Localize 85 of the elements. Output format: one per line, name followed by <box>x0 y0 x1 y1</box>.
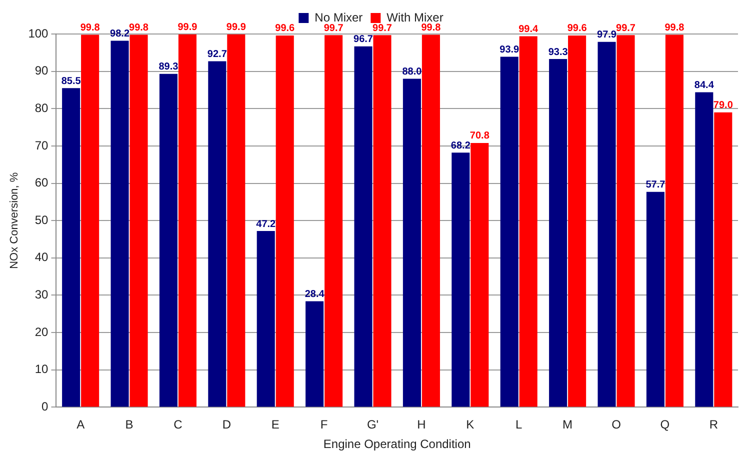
legend-label: With Mixer <box>386 10 444 24</box>
x-tick-label: L <box>516 418 523 432</box>
data-label: 99.7 <box>372 22 392 34</box>
data-label: 88.0 <box>402 66 422 78</box>
x-tick-label: H <box>417 418 426 432</box>
data-label: 57.7 <box>646 180 666 191</box>
data-label: 99.7 <box>616 22 636 34</box>
x-tick-label: A <box>76 418 85 432</box>
x-tick-label: F <box>320 418 328 432</box>
data-label: 96.7 <box>354 34 374 46</box>
x-tick-label: G' <box>366 418 379 432</box>
y-axis-title: NOx Conversion, % <box>8 172 21 269</box>
data-label: 92.7 <box>207 48 228 60</box>
data-label: 99.8 <box>129 22 149 34</box>
data-label: 99.7 <box>324 22 344 34</box>
bar <box>81 34 100 407</box>
data-label: 99.8 <box>80 22 100 34</box>
bar <box>276 35 294 407</box>
y-tick-label: 10 <box>34 362 49 376</box>
data-label: 28.4 <box>304 288 325 300</box>
x-tick-label: K <box>466 418 474 432</box>
x-tick-label: E <box>271 418 280 432</box>
y-tick-label: 0 <box>42 400 49 414</box>
bar <box>500 56 518 407</box>
x-tick-label: M <box>562 418 573 432</box>
data-label: 93.3 <box>548 46 568 58</box>
x-tick-label: R <box>709 418 718 432</box>
y-tick-label: 100 <box>28 26 49 40</box>
bar <box>324 35 343 407</box>
x-tick-label: D <box>222 418 232 432</box>
data-label: 68.2 <box>450 140 471 152</box>
data-label: 99.6 <box>567 23 588 34</box>
bar <box>402 78 421 407</box>
data-label: 84.4 <box>694 80 714 91</box>
data-label: 89.3 <box>158 62 179 73</box>
x-tick-label: Q <box>660 418 670 432</box>
y-tick-label: 20 <box>34 324 49 339</box>
legend-label: No Mixer <box>314 10 363 24</box>
data-label: 99.8 <box>664 22 685 34</box>
data-label: 99.8 <box>421 22 442 34</box>
x-tick-label: B <box>125 418 134 432</box>
y-tick-label: 30 <box>34 288 49 302</box>
data-label: 97.9 <box>597 30 617 41</box>
x-tick-label: C <box>174 418 183 432</box>
data-label: 85.5 <box>61 76 82 87</box>
bar <box>470 142 489 407</box>
bar <box>665 34 684 407</box>
bar <box>208 61 226 407</box>
x-axis-title: Engine Operating Condition <box>323 437 471 452</box>
data-label: 99.6 <box>275 23 296 34</box>
bar <box>256 231 275 407</box>
y-tick-label: 70 <box>34 138 49 152</box>
bar <box>178 34 196 407</box>
bar <box>616 35 635 407</box>
data-label: 99.4 <box>518 24 539 35</box>
bar <box>714 112 732 407</box>
bar <box>159 74 178 407</box>
data-label: 98.2 <box>110 28 130 40</box>
bar <box>110 40 129 407</box>
bar <box>646 192 664 407</box>
data-label: 79.0 <box>713 100 734 112</box>
data-label: 99.9 <box>226 22 246 34</box>
bar <box>227 34 246 407</box>
bar <box>422 34 440 407</box>
bar <box>695 92 714 407</box>
data-label: 99.9 <box>178 22 198 34</box>
y-tick-label: 50 <box>34 212 49 227</box>
bar <box>306 301 324 407</box>
bar <box>452 152 470 407</box>
bar <box>373 35 392 407</box>
y-tick-label: 60 <box>34 176 49 190</box>
bar <box>519 36 538 407</box>
y-tick-label: 90 <box>34 64 49 78</box>
bar <box>568 35 586 407</box>
bar <box>598 42 616 407</box>
bar <box>354 46 372 407</box>
bar <box>130 34 148 407</box>
data-label: 70.8 <box>470 130 490 142</box>
bar <box>62 88 80 407</box>
x-tick-label: O <box>612 418 621 432</box>
y-tick-label: 80 <box>34 100 49 115</box>
data-label: 47.2 <box>256 218 276 230</box>
y-tick-label: 40 <box>34 250 49 264</box>
data-label: 93.9 <box>500 44 520 56</box>
bar <box>549 59 568 407</box>
